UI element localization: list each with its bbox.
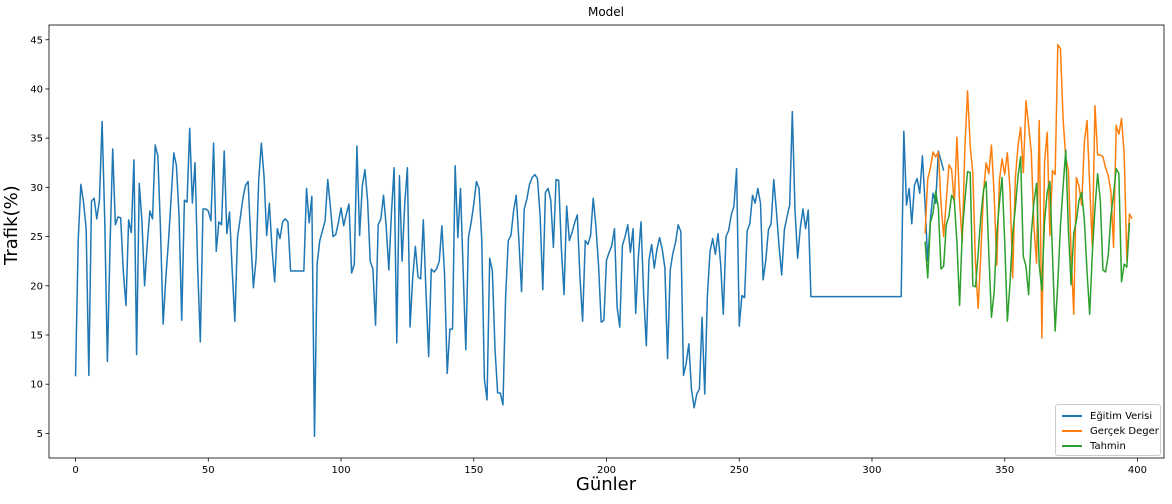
legend-swatch-egitim-verisi (1062, 415, 1082, 417)
x-tick-label: 50 (202, 465, 215, 476)
x-tick-label: 100 (331, 465, 350, 476)
series-line-0 (74, 110, 945, 438)
legend: Eğitim Verisi Gerçek Deger Tahmin (1055, 404, 1161, 456)
y-tick-label: 35 (30, 134, 43, 145)
y-tick-label: 25 (30, 232, 43, 243)
y-tick-label: 10 (30, 380, 43, 391)
y-tick-label: 45 (30, 35, 43, 46)
series-line-1 (924, 43, 1133, 339)
legend-swatch-tahmin (1062, 445, 1082, 447)
legend-item-tahmin: Tahmin (1062, 439, 1126, 453)
x-tick-label: 350 (995, 465, 1014, 476)
x-tick-label: 0 (72, 465, 78, 476)
legend-label-gercek-deger: Gerçek Deger (1090, 425, 1159, 437)
legend-label-egitim-verisi: Eğitim Verisi (1090, 410, 1153, 422)
series-line-2 (924, 149, 1131, 332)
x-tick-label: 300 (862, 465, 881, 476)
axis-layer: 0 50 100 150 200 250 300 350 400 5 10 15 20 25 30 35 40 4… (30, 35, 1147, 476)
y-tick-label: 15 (30, 330, 43, 341)
y-tick-label: 5 (37, 429, 43, 440)
y-tick-label: 40 (30, 84, 43, 95)
x-tick-label: 200 (597, 465, 616, 476)
legend-item-egitim-verisi: Eğitim Verisi (1062, 409, 1152, 423)
x-axis-label: Günler (575, 474, 637, 495)
x-tick-label: 400 (1128, 465, 1147, 476)
series-layer (74, 43, 1133, 438)
y-tick-label: 30 (30, 183, 43, 194)
y-tick-label: 20 (30, 281, 43, 292)
legend-label-tahmin: Tahmin (1090, 440, 1126, 452)
x-tick-label: 150 (464, 465, 483, 476)
legend-swatch-gercek-deger (1062, 430, 1082, 432)
legend-item-gercek-deger: Gerçek Deger (1062, 424, 1159, 438)
chart-title: Model (587, 5, 625, 19)
x-tick-label: 250 (730, 465, 749, 476)
